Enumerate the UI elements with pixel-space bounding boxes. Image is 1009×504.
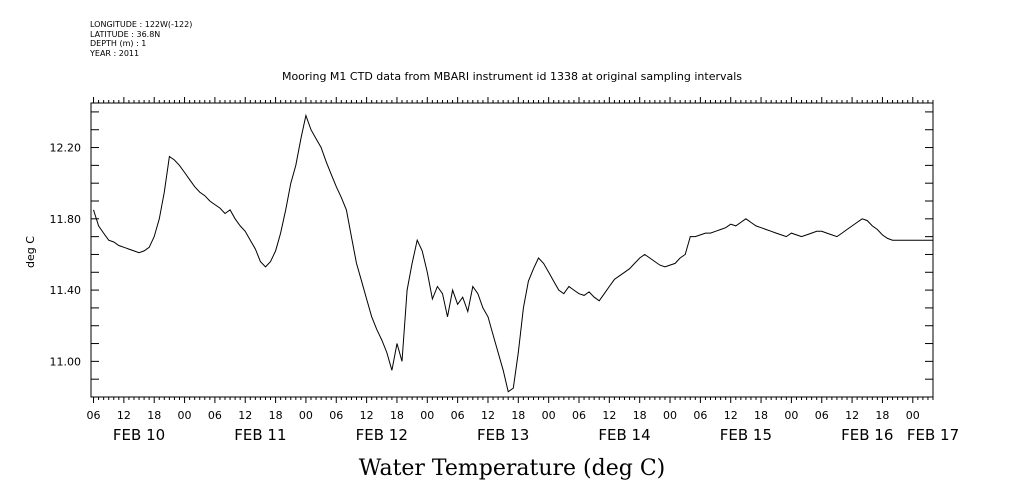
x-tick-label: 00: [420, 409, 434, 422]
x-tick-label: 00: [784, 409, 798, 422]
x-tick-label: 00: [542, 409, 556, 422]
x-tick-label: 18: [754, 409, 768, 422]
x-day-label: FEB 17: [907, 426, 959, 444]
y-tick-label: 11.00: [50, 355, 82, 368]
x-day-labels: FEB 10 FEB 11 FEB 12 FEB 13 FEB 14 FEB 15 FEB …: [113, 426, 959, 444]
x-tick-label: 06: [329, 409, 343, 422]
x-axis-label: Water Temperature (deg C): [359, 456, 666, 481]
chart-title: Mooring M1 CTD data from MBARI instrumen…: [282, 70, 742, 83]
x-day-label: FEB 16: [841, 426, 893, 444]
x-day-label: FEB 11: [234, 426, 286, 444]
depth-label: DEPTH (m) : 1: [90, 39, 147, 48]
x-tick-label: 12: [117, 409, 131, 422]
x-tick-label: 06: [87, 409, 101, 422]
x-tick-label: 06: [693, 409, 707, 422]
longitude-label: LONGITUDE : 122W(-122): [90, 20, 193, 29]
metadata-block: LONGITUDE : 122W(-122) LATITUDE : 36.8N …: [90, 20, 192, 58]
x-tick-label: 06: [815, 409, 829, 422]
x-day-label: FEB 13: [477, 426, 529, 444]
x-tick-label: 12: [845, 409, 859, 422]
x-day-label: FEB 14: [598, 426, 650, 444]
x-tick-label: 12: [238, 409, 252, 422]
y-tick-label: 12.20: [50, 142, 82, 155]
y-tick-label: 11.40: [50, 284, 82, 297]
x-day-label: FEB 10: [113, 426, 165, 444]
x-tick-label: 06: [208, 409, 222, 422]
x-tick-label: 12: [602, 409, 616, 422]
y-axis: 11.00 11.40 11.80 12.20: [50, 111, 933, 380]
x-tick-label: 00: [178, 409, 192, 422]
x-tick-label: 12: [724, 409, 738, 422]
x-tick-label: 06: [451, 409, 465, 422]
y-tick-label: 11.80: [50, 213, 82, 226]
x-tick-label: 18: [390, 409, 404, 422]
x-day-label: FEB 12: [356, 426, 408, 444]
x-tick-label: 12: [481, 409, 495, 422]
x-axis: 06 12 18 00 06 12 18 00 06 12 18 00 06 12 18 00 06 12 18 00…: [87, 97, 934, 422]
series-line: [93, 113, 933, 393]
x-tick-label: 00: [299, 409, 313, 422]
plot-frame: [90, 102, 934, 398]
latitude-label: LATITUDE : 36.8N: [90, 29, 161, 39]
x-tick-label: 18: [875, 409, 889, 422]
x-tick-label: 12: [360, 409, 374, 422]
x-tick-label: 00: [906, 409, 920, 422]
x-tick-label: 18: [633, 409, 647, 422]
x-tick-label: 00: [663, 409, 677, 422]
x-day-label: FEB 15: [720, 426, 772, 444]
x-tick-label: 18: [147, 409, 161, 422]
x-tick-label: 06: [572, 409, 586, 422]
year-label: YEAR : 2011: [90, 48, 140, 58]
x-tick-label: 18: [511, 409, 525, 422]
x-tick-label: 18: [269, 409, 283, 422]
y-axis-label: deg C: [24, 236, 37, 268]
